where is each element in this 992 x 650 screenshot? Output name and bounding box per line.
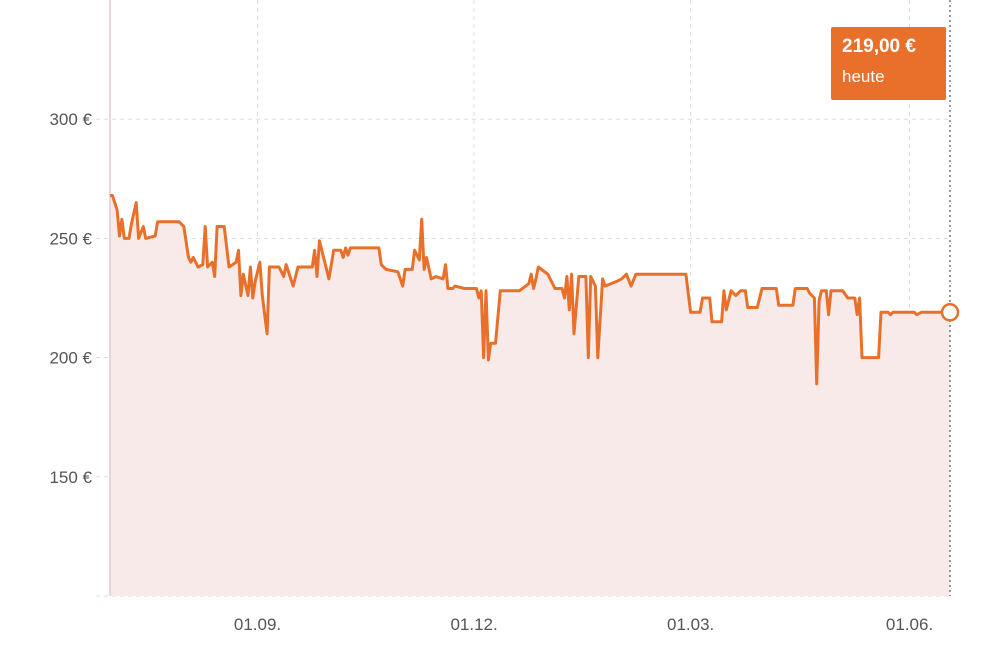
y-tick-label: 250 € [49,229,92,248]
x-tick-label: 01.12. [450,615,497,634]
x-tick-label: 01.09. [234,615,281,634]
current-price-point[interactable] [940,303,960,322]
y-tick-label: 150 € [49,468,92,487]
current-price-tooltip: 219,00 € heute [831,27,946,100]
price-area [110,195,950,596]
y-tick-label: 300 € [49,110,92,129]
y-axis-ticks: 150 € 200 € 250 € 300 € [49,110,92,487]
x-tick-label: 01.03. [667,615,714,634]
price-line [110,194,950,386]
tooltip-price: 219,00 € [842,36,916,57]
x-axis-ticks: 01.09. 01.12. 01.03. 01.06. [234,615,933,634]
x-tick-label: 01.06. [886,615,933,634]
tooltip-label: heute [842,67,885,86]
y-tick-label: 200 € [49,349,92,368]
